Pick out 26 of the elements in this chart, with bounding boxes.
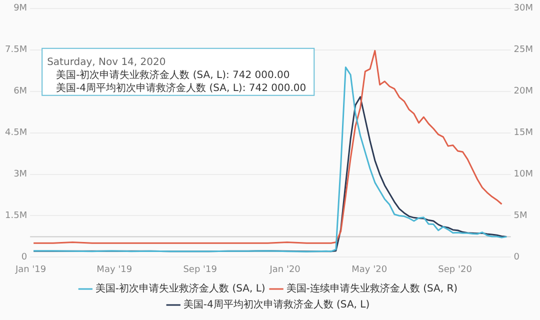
x-tick-label: Jan '19 (14, 264, 46, 275)
x-tick-label: May '19 (96, 264, 132, 275)
y2-tick-label: 0 (514, 252, 520, 263)
legend-label: 美国-4周平均初次申请救济金人数 (SA, L) (183, 298, 370, 311)
y2-tick-label: 5M (514, 211, 528, 222)
y-tick-label: 4.5M (5, 128, 28, 138)
x-tick-label: May '20 (352, 264, 388, 275)
annotation: 美国-4周平均初次申请救济金人数 (SA, L): 742 000.00 (56, 82, 306, 94)
x-tick-label: Sep '20 (438, 264, 472, 275)
y-tick-label: 3M (14, 170, 28, 180)
x-tick-label: Jan '20 (268, 264, 301, 275)
legend-label: 美国-初次申请失业救济金人数 (SA, L) (95, 282, 266, 295)
y2-tick-label: 30M (514, 4, 533, 14)
y-tick-label: 9M (14, 4, 28, 14)
y-tick-label: 7.5M (5, 45, 28, 56)
y2-tick-label: 25M (514, 45, 533, 56)
y2-tick-label: 15M (514, 128, 533, 138)
y-tick-label: 6M (14, 86, 28, 97)
legend-label: 美国-连续申请失业救济金人数 (SA, R) (286, 282, 458, 295)
x-tick-label: Sep '19 (183, 264, 218, 275)
annotation: Saturday, Nov 14, 2020 (47, 56, 166, 68)
y-tick-label: 1.5M (5, 211, 28, 222)
y2-tick-label: 20M (514, 86, 533, 97)
y-tick-label: 0 (21, 252, 28, 263)
annotation: 美国-初次申请失业救济金人数 (SA, L): 742 000.00 (56, 68, 290, 81)
y2-tick-label: 10M (514, 170, 533, 180)
